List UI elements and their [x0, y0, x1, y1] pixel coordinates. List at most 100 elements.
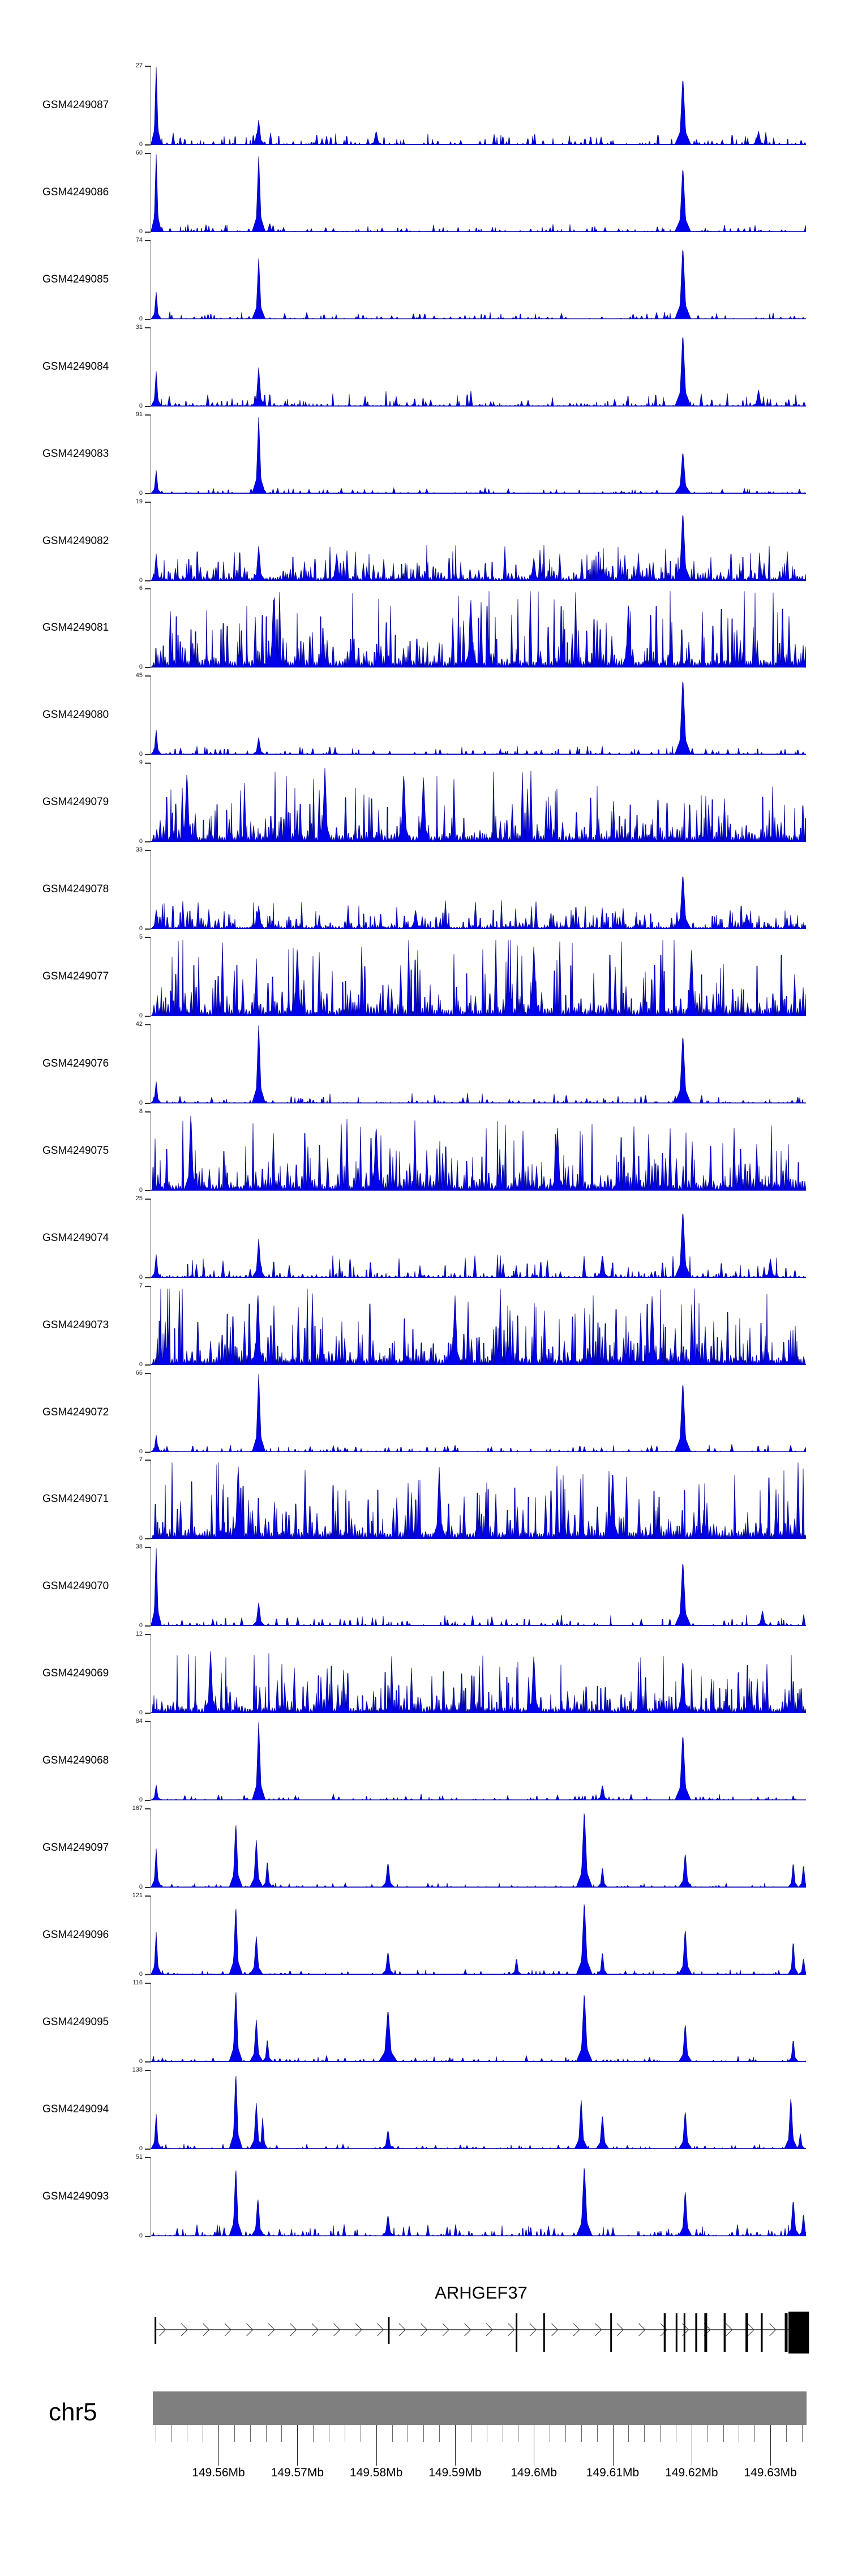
track-y-axis-zero-tick: [145, 1800, 151, 1802]
track-y-axis-zero-tick: [145, 841, 151, 843]
track-zero-label: 0: [139, 925, 143, 932]
ruler-minor-tick: [439, 2425, 440, 2442]
track-label: GSM4249093: [42, 2190, 109, 2202]
track-y-axis-top-tick: [145, 1198, 151, 1200]
track-label: GSM4249078: [42, 883, 109, 896]
track-y-axis-zero-tick: [145, 1102, 151, 1104]
track-ymax-label: 38: [135, 1543, 143, 1551]
track-y-axis-zero-tick: [145, 144, 151, 146]
track-signal: [151, 1288, 806, 1365]
strand-arrow-icon: [398, 2323, 406, 2337]
track-label: GSM4249096: [42, 1928, 109, 1941]
ruler-minor-tick: [707, 2425, 708, 2442]
track-ymax-label: 121: [132, 1892, 143, 1899]
ruler-major-tick: [218, 2425, 219, 2466]
track-label: GSM4249081: [42, 622, 109, 634]
track-y-axis-zero-tick: [145, 405, 151, 407]
track-signal: [151, 768, 806, 842]
track-label: GSM4249075: [42, 1144, 109, 1157]
track-zero-label: 0: [139, 1535, 143, 1542]
track-y-axis-zero-tick: [145, 1277, 151, 1278]
track-y-axis-zero-tick: [145, 318, 151, 320]
track-y-axis-zero-tick: [145, 1887, 151, 1888]
track-y-axis-top-tick: [145, 937, 151, 938]
track-y-axis-top-tick: [145, 1895, 151, 1897]
track-y-axis-top-tick: [145, 1111, 151, 1112]
ruler-tick-label: 149.56Mb: [192, 2466, 245, 2479]
gene-exon: [683, 2313, 685, 2352]
track-signal: [151, 1813, 806, 1888]
track-y-axis-top-tick: [145, 1372, 151, 1374]
gene-exon: [543, 2313, 545, 2352]
strand-arrow-icon: [203, 2323, 210, 2337]
ruler-minor-tick: [644, 2425, 645, 2442]
track-zero-label: 0: [139, 751, 143, 758]
track-label: GSM4249086: [42, 186, 109, 198]
track-signal: [151, 1213, 806, 1278]
strand-arrow-icon: [769, 2323, 777, 2337]
track-zero-label: 0: [139, 1622, 143, 1629]
track-y-axis-top-tick: [145, 1808, 151, 1809]
track-signal: [151, 1651, 806, 1714]
strand-arrow-icon: [508, 2323, 515, 2337]
gene-exon: [745, 2313, 748, 2352]
track-y-axis-zero-tick: [145, 928, 151, 930]
track-label: GSM4249079: [42, 796, 109, 808]
track-y-axis-zero-tick: [145, 667, 151, 669]
ruler-minor-tick: [754, 2425, 756, 2442]
ruler-tick-label: 149.6Mb: [511, 2466, 558, 2479]
track-label: GSM4249074: [42, 1231, 109, 1244]
track-label: GSM4249077: [42, 970, 109, 982]
track-ymax-label: 27: [135, 62, 143, 69]
track-zero-label: 0: [139, 576, 143, 584]
chromosome-label: chr5: [49, 2398, 97, 2426]
gene-end-exon-box: [788, 2312, 809, 2354]
ruler-minor-tick: [581, 2425, 582, 2442]
ruler-tick-label: 149.58Mb: [349, 2466, 403, 2479]
gene-exon: [388, 2317, 390, 2344]
strand-arrow-icon: [159, 2323, 166, 2337]
track-label: GSM4249095: [42, 2016, 109, 2028]
gene-exon: [675, 2313, 678, 2352]
track-y-axis-top-tick: [145, 1634, 151, 1636]
strand-arrow-icon: [333, 2323, 341, 2337]
track-y-axis-top-tick: [145, 327, 151, 328]
track-y-axis-zero-tick: [145, 1974, 151, 1975]
ruler-minor-tick: [723, 2425, 724, 2442]
strand-arrow-icon: [595, 2323, 602, 2337]
track-zero-label: 0: [139, 141, 143, 148]
track-label: GSM4249072: [42, 1406, 109, 1418]
gene-exon: [695, 2313, 697, 2352]
track-ymax-label: 5: [139, 934, 143, 940]
gene-exon: [784, 2313, 788, 2352]
track-signal: [151, 337, 806, 406]
ruler-tick-label: 149.62Mb: [665, 2466, 718, 2479]
ruler-minor-tick: [313, 2425, 314, 2442]
track-label: GSM4249097: [42, 1842, 109, 1854]
ruler-major-tick: [770, 2425, 771, 2466]
ruler-minor-tick: [281, 2425, 282, 2442]
ruler-tick-label: 149.63Mb: [744, 2466, 797, 2479]
track-ymax-label: 8: [139, 1107, 143, 1115]
track-ymax-label: 45: [135, 672, 143, 679]
track-y-axis-top-tick: [145, 1285, 151, 1287]
ruler-minor-tick: [628, 2425, 629, 2442]
track-signal: [151, 1904, 806, 1975]
track-y-axis-zero-tick: [145, 231, 151, 233]
ruler-tick-label: 149.59Mb: [428, 2466, 482, 2479]
track-y-axis-zero-tick: [145, 2148, 151, 2150]
track-signal: [151, 940, 806, 1016]
ruler-major-tick: [297, 2425, 298, 2466]
track-zero-label: 0: [139, 1709, 143, 1717]
track-y-axis-top-tick: [145, 239, 151, 241]
track-signal: [151, 1115, 806, 1191]
ruler-tick-label: 149.61Mb: [586, 2466, 640, 2479]
ruler-minor-tick: [597, 2425, 598, 2442]
strand-arrow-icon: [377, 2323, 384, 2337]
track-signal: [151, 1548, 806, 1627]
ruler-major-tick: [454, 2425, 456, 2466]
strand-arrow-icon: [486, 2323, 493, 2337]
track-zero-label: 0: [139, 1186, 143, 1193]
track-y-axis-top-tick: [145, 414, 151, 416]
